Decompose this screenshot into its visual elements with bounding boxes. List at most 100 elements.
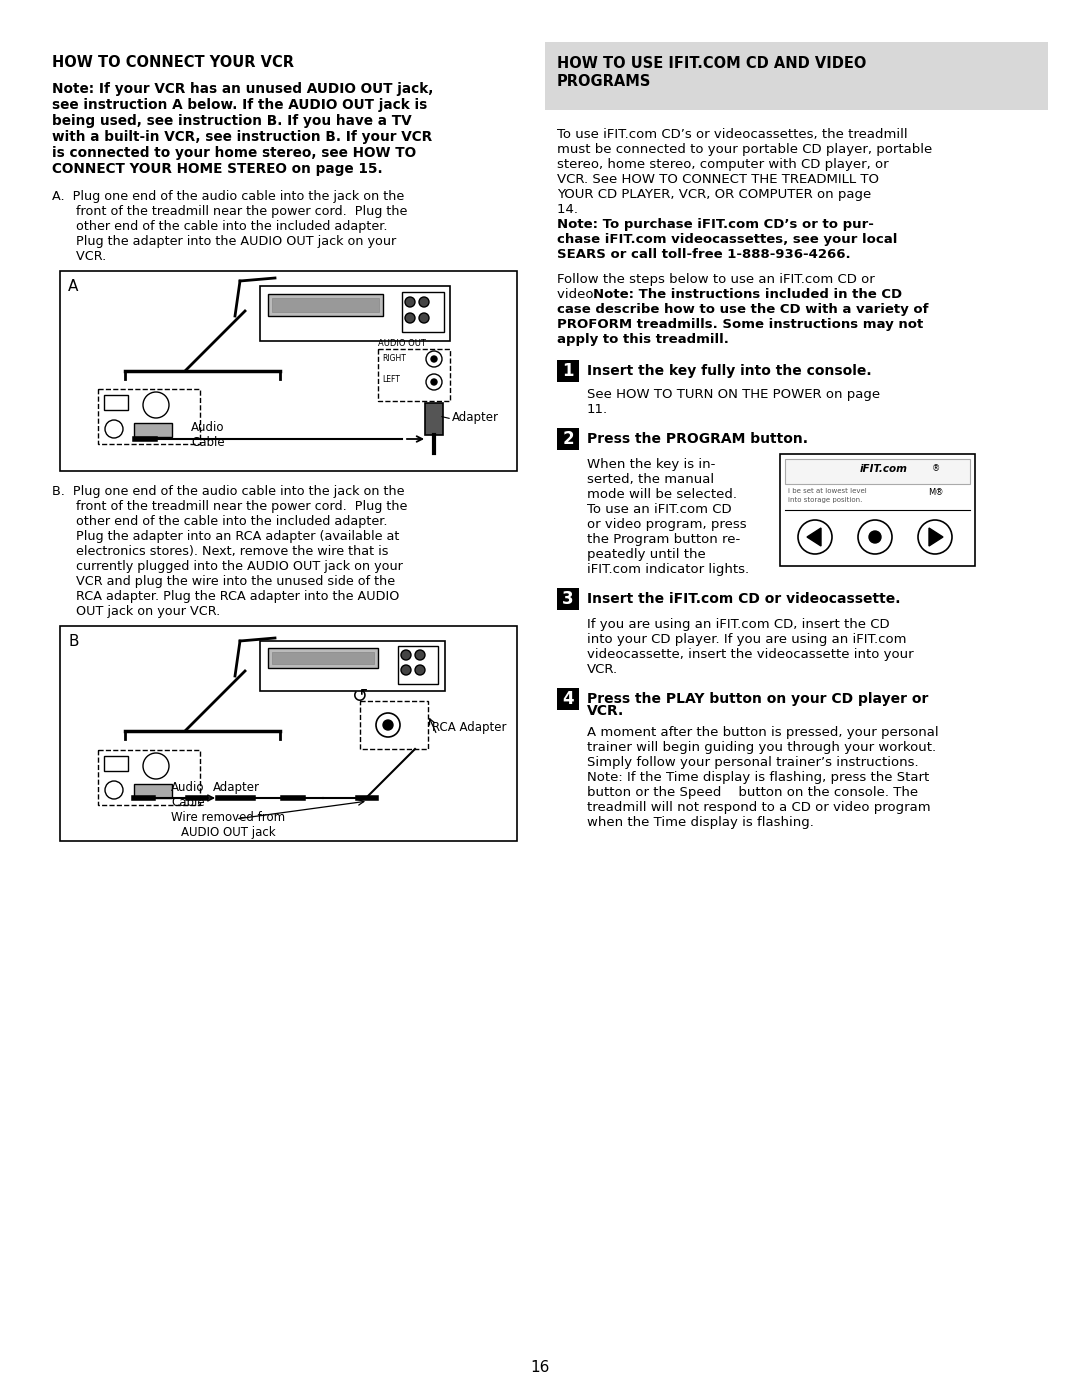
Text: 3: 3 (563, 590, 573, 608)
Bar (60, 626, 517, 841)
Text: Plug the adapter into the AUDIO OUT jack on your: Plug the adapter into the AUDIO OUT jack… (52, 235, 396, 249)
Circle shape (419, 298, 429, 307)
Text: LEFT: LEFT (382, 374, 400, 384)
Text: To use an iFIT.com CD: To use an iFIT.com CD (588, 503, 731, 515)
Bar (557, 360, 579, 381)
Text: Follow the steps below to use an iFIT.com CD or: Follow the steps below to use an iFIT.co… (557, 272, 875, 286)
Text: Adapter: Adapter (213, 781, 259, 793)
Text: Note: The instructions included in the CD: Note: The instructions included in the C… (593, 288, 902, 300)
Text: VCR. See HOW TO CONNECT THE TREADMILL TO: VCR. See HOW TO CONNECT THE TREADMILL TO (557, 173, 879, 186)
Circle shape (419, 313, 429, 323)
Bar (134, 423, 172, 437)
Circle shape (143, 393, 168, 418)
Bar (780, 454, 975, 566)
Text: Plug the adapter into an RCA adapter (available at: Plug the adapter into an RCA adapter (av… (52, 529, 400, 543)
Text: i be set at lowest level: i be set at lowest level (788, 488, 867, 495)
Text: chase iFIT.com videocassettes, see your local: chase iFIT.com videocassettes, see your … (557, 233, 897, 246)
Text: M®: M® (928, 488, 944, 497)
Text: Press the PROGRAM button.: Press the PROGRAM button. (588, 432, 808, 446)
Bar (272, 298, 379, 312)
Text: see instruction A below. If the AUDIO OUT jack is: see instruction A below. If the AUDIO OU… (52, 98, 428, 112)
Text: See HOW TO TURN ON THE POWER on page: See HOW TO TURN ON THE POWER on page (588, 388, 880, 401)
Text: SEARS or call toll-free 1-888-936-4266.: SEARS or call toll-free 1-888-936-4266. (557, 249, 851, 261)
Circle shape (105, 781, 123, 799)
Text: into your CD player. If you are using an iFIT.com: into your CD player. If you are using an… (588, 633, 906, 645)
Bar (399, 645, 438, 685)
Text: 11.: 11. (588, 402, 608, 416)
Polygon shape (807, 528, 821, 546)
Text: RCA Adapter: RCA Adapter (432, 721, 507, 733)
Bar (134, 784, 172, 798)
Circle shape (105, 420, 123, 439)
Polygon shape (929, 528, 943, 546)
Bar (260, 641, 445, 692)
Text: into storage position.: into storage position. (788, 497, 862, 503)
Text: stereo, home stereo, computer with CD player, or: stereo, home stereo, computer with CD pl… (557, 158, 889, 170)
Text: 4: 4 (563, 690, 573, 708)
Bar (60, 271, 517, 471)
Text: PROGRAMS: PROGRAMS (557, 74, 651, 89)
Text: OUT jack on your VCR.: OUT jack on your VCR. (52, 605, 220, 617)
Circle shape (401, 665, 411, 675)
Text: is connected to your home stereo, see HOW TO: is connected to your home stereo, see HO… (52, 147, 416, 161)
Text: iFIT.com: iFIT.com (860, 464, 908, 474)
Text: VCR and plug the wire into the unused side of the: VCR and plug the wire into the unused si… (52, 576, 395, 588)
Text: RCA adapter. Plug the RCA adapter into the AUDIO: RCA adapter. Plug the RCA adapter into t… (52, 590, 400, 604)
Text: A.  Plug one end of the audio cable into the jack on the: A. Plug one end of the audio cable into … (52, 190, 404, 203)
Text: HOW TO USE IFIT.COM CD AND VIDEO: HOW TO USE IFIT.COM CD AND VIDEO (557, 56, 866, 71)
Text: electronics stores). Next, remove the wire that is: electronics stores). Next, remove the wi… (52, 545, 389, 557)
Circle shape (869, 531, 881, 543)
Text: 1: 1 (563, 362, 573, 380)
Text: other end of the cable into the included adapter.: other end of the cable into the included… (52, 515, 388, 528)
Circle shape (415, 650, 426, 659)
Text: case describe how to use the CD with a variety of: case describe how to use the CD with a v… (557, 303, 929, 316)
Bar (785, 460, 970, 483)
Circle shape (415, 665, 426, 675)
Text: ↺: ↺ (352, 687, 368, 705)
Text: iFIT.com indicator lights.: iFIT.com indicator lights. (588, 563, 750, 576)
Text: Simply follow your personal trainer’s instructions.: Simply follow your personal trainer’s in… (588, 756, 919, 768)
Text: Note: To purchase iFIT.com CD’s or to pur-: Note: To purchase iFIT.com CD’s or to pu… (557, 218, 874, 231)
Text: VCR.: VCR. (588, 704, 624, 718)
Circle shape (431, 379, 437, 386)
Text: Insert the iFIT.com CD or videocassette.: Insert the iFIT.com CD or videocassette. (588, 592, 901, 606)
Bar (98, 388, 200, 444)
Circle shape (426, 351, 442, 367)
Circle shape (426, 374, 442, 390)
Text: the Program button re-: the Program button re- (588, 534, 740, 546)
Text: RIGHT: RIGHT (382, 353, 406, 363)
Text: serted, the manual: serted, the manual (588, 474, 714, 486)
Text: being used, see instruction B. If you have a TV: being used, see instruction B. If you ha… (52, 115, 411, 129)
Text: Note: If your VCR has an unused AUDIO OUT jack,: Note: If your VCR has an unused AUDIO OU… (52, 82, 433, 96)
Bar (360, 701, 428, 749)
Circle shape (405, 298, 415, 307)
Text: front of the treadmill near the power cord.  Plug the: front of the treadmill near the power co… (52, 205, 407, 218)
Circle shape (376, 712, 400, 738)
Circle shape (383, 719, 393, 731)
Circle shape (405, 313, 415, 323)
Circle shape (401, 650, 411, 659)
Text: VCR.: VCR. (588, 664, 618, 676)
Text: Insert the key fully into the console.: Insert the key fully into the console. (588, 365, 872, 379)
Text: peatedly until the: peatedly until the (588, 548, 705, 562)
Text: Press the PLAY button on your CD player or: Press the PLAY button on your CD player … (588, 692, 929, 705)
Bar (268, 648, 378, 668)
Text: mode will be selected.: mode will be selected. (588, 488, 737, 502)
Text: CONNECT YOUR HOME STEREO on page 15.: CONNECT YOUR HOME STEREO on page 15. (52, 162, 382, 176)
Text: AUDIO OUT: AUDIO OUT (378, 339, 426, 348)
Bar (104, 395, 129, 409)
Text: videocassette, insert the videocassette into your: videocassette, insert the videocassette … (588, 648, 914, 661)
Text: When the key is in-: When the key is in- (588, 458, 715, 471)
Text: Adapter: Adapter (453, 411, 499, 425)
Text: VCR.: VCR. (52, 250, 106, 263)
Text: PROFORM treadmills. Some instructions may not: PROFORM treadmills. Some instructions ma… (557, 319, 923, 331)
Bar (557, 427, 579, 450)
Text: HOW TO CONNECT YOUR VCR: HOW TO CONNECT YOUR VCR (52, 54, 294, 70)
Bar (268, 293, 383, 316)
Circle shape (431, 356, 437, 362)
Text: with a built-in VCR, see instruction B. If your VCR: with a built-in VCR, see instruction B. … (52, 130, 432, 144)
Text: treadmill will not respond to a CD or video program: treadmill will not respond to a CD or vi… (588, 800, 931, 814)
Text: B: B (68, 634, 79, 650)
Text: currently plugged into the AUDIO OUT jack on your: currently plugged into the AUDIO OUT jac… (52, 560, 403, 573)
Text: A: A (68, 279, 79, 293)
